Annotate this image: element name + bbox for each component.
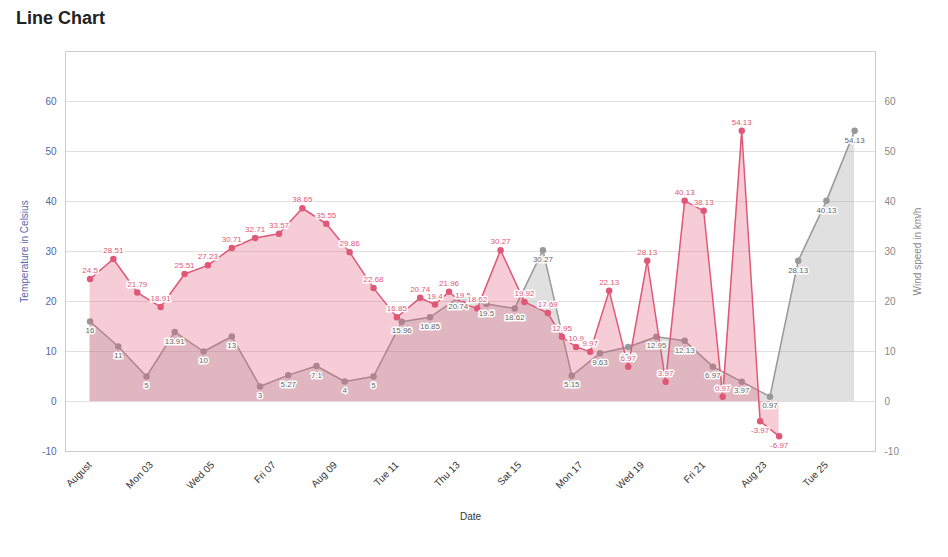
svg-text:10: 10 bbox=[45, 346, 57, 357]
svg-text:Tue 11: Tue 11 bbox=[372, 459, 401, 488]
svg-text:0.97: 0.97 bbox=[762, 401, 778, 410]
svg-text:30.27: 30.27 bbox=[491, 237, 512, 246]
svg-text:10: 10 bbox=[885, 346, 897, 357]
svg-text:Aug 09: Aug 09 bbox=[309, 459, 339, 489]
svg-text:12.95: 12.95 bbox=[646, 341, 667, 350]
svg-text:21.96: 21.96 bbox=[439, 279, 460, 288]
svg-text:Wind speed in km/h: Wind speed in km/h bbox=[912, 208, 923, 296]
svg-text:3.97: 3.97 bbox=[658, 369, 674, 378]
svg-text:0: 0 bbox=[885, 396, 891, 407]
svg-text:60: 60 bbox=[885, 96, 897, 107]
svg-text:20: 20 bbox=[45, 296, 57, 307]
svg-text:16.85: 16.85 bbox=[387, 304, 408, 313]
svg-text:19.5: 19.5 bbox=[479, 309, 495, 318]
svg-text:50: 50 bbox=[45, 146, 57, 157]
svg-text:60: 60 bbox=[45, 96, 57, 107]
svg-text:30.71: 30.71 bbox=[222, 235, 243, 244]
svg-text:Fri 21: Fri 21 bbox=[682, 459, 708, 485]
svg-text:33.57: 33.57 bbox=[269, 221, 290, 230]
svg-text:16: 16 bbox=[86, 326, 95, 335]
svg-text:17.69: 17.69 bbox=[538, 300, 559, 309]
svg-text:-10: -10 bbox=[885, 446, 900, 457]
svg-text:Wed 19: Wed 19 bbox=[614, 459, 646, 491]
svg-text:54.13: 54.13 bbox=[732, 118, 753, 127]
svg-text:5: 5 bbox=[144, 381, 149, 390]
svg-text:5.27: 5.27 bbox=[280, 380, 296, 389]
svg-text:10: 10 bbox=[199, 356, 208, 365]
svg-text:Mon 17: Mon 17 bbox=[553, 459, 585, 491]
svg-text:27.23: 27.23 bbox=[198, 252, 219, 261]
svg-text:4: 4 bbox=[342, 386, 347, 395]
svg-text:August: August bbox=[64, 459, 94, 489]
svg-text:18.62: 18.62 bbox=[467, 295, 488, 304]
svg-text:40: 40 bbox=[45, 196, 57, 207]
svg-text:-6.97: -6.97 bbox=[770, 441, 789, 450]
svg-text:40.13: 40.13 bbox=[675, 188, 696, 197]
svg-text:21.79: 21.79 bbox=[127, 280, 148, 289]
svg-text:40: 40 bbox=[885, 196, 897, 207]
svg-text:20.74: 20.74 bbox=[410, 284, 431, 294]
svg-text:9.63: 9.63 bbox=[592, 358, 608, 367]
svg-text:9.97: 9.97 bbox=[582, 339, 598, 348]
svg-text:Aug 23: Aug 23 bbox=[739, 459, 769, 489]
svg-text:28.13: 28.13 bbox=[637, 248, 658, 257]
svg-text:28.51: 28.51 bbox=[103, 246, 124, 255]
svg-text:11: 11 bbox=[114, 351, 123, 360]
svg-text:20: 20 bbox=[885, 296, 897, 307]
svg-text:40.13: 40.13 bbox=[816, 206, 837, 215]
svg-text:50: 50 bbox=[885, 146, 897, 157]
svg-text:13.91: 13.91 bbox=[165, 337, 186, 346]
html-text:Line Chart: Line Chart bbox=[16, 8, 105, 28]
svg-text:6.97: 6.97 bbox=[705, 371, 721, 380]
svg-text:0.97: 0.97 bbox=[715, 384, 731, 393]
svg-text:38.13: 38.13 bbox=[694, 198, 715, 207]
svg-text:18.91: 18.91 bbox=[151, 294, 172, 303]
svg-text:30: 30 bbox=[885, 246, 897, 257]
svg-text:12.13: 12.13 bbox=[675, 346, 696, 355]
svg-text:-3.97: -3.97 bbox=[751, 426, 770, 435]
svg-text:38.65: 38.65 bbox=[292, 195, 313, 204]
svg-text:54.13: 54.13 bbox=[845, 136, 866, 145]
svg-text:3.97: 3.97 bbox=[734, 386, 750, 395]
svg-text:Wed 05: Wed 05 bbox=[184, 459, 216, 491]
svg-text:16.85: 16.85 bbox=[420, 322, 441, 331]
svg-text:0: 0 bbox=[51, 396, 57, 407]
svg-text:19.92: 19.92 bbox=[514, 289, 535, 298]
svg-text:-10: -10 bbox=[42, 446, 57, 457]
svg-text:Fri 07: Fri 07 bbox=[252, 459, 278, 485]
svg-text:13: 13 bbox=[227, 341, 236, 350]
svg-text:28.13: 28.13 bbox=[788, 266, 809, 275]
svg-text:7.1: 7.1 bbox=[311, 371, 323, 380]
svg-text:5.15: 5.15 bbox=[564, 380, 580, 389]
svg-text:Mon 03: Mon 03 bbox=[124, 459, 156, 491]
svg-text:3: 3 bbox=[258, 391, 263, 400]
svg-text:32.71: 32.71 bbox=[245, 225, 266, 234]
svg-text:30: 30 bbox=[45, 246, 57, 257]
svg-text:5: 5 bbox=[371, 381, 376, 390]
svg-text:29.86: 29.86 bbox=[340, 239, 361, 248]
svg-text:Thu 13: Thu 13 bbox=[432, 459, 462, 489]
svg-text:19.5: 19.5 bbox=[455, 291, 471, 300]
svg-text:22.13: 22.13 bbox=[599, 278, 620, 287]
svg-text:30.27: 30.27 bbox=[533, 255, 554, 264]
svg-text:15.96: 15.96 bbox=[392, 326, 413, 335]
svg-text:19.4: 19.4 bbox=[427, 292, 443, 301]
svg-text:18.62: 18.62 bbox=[505, 313, 526, 322]
svg-text:24.5: 24.5 bbox=[82, 266, 98, 275]
svg-text:Tue 25: Tue 25 bbox=[801, 459, 831, 489]
svg-text:10.9: 10.9 bbox=[568, 334, 584, 343]
svg-text:Temperature in Celsius: Temperature in Celsius bbox=[19, 200, 30, 302]
svg-text:35.55: 35.55 bbox=[316, 211, 337, 220]
svg-text:6.97: 6.97 bbox=[620, 354, 636, 363]
svg-text:Sat 15: Sat 15 bbox=[495, 459, 524, 488]
svg-text:12.95: 12.95 bbox=[552, 324, 573, 333]
svg-text:22.68: 22.68 bbox=[364, 275, 385, 284]
svg-text:Date: Date bbox=[460, 511, 482, 522]
svg-text:25.51: 25.51 bbox=[175, 261, 196, 270]
svg-text:20.74: 20.74 bbox=[448, 302, 469, 311]
